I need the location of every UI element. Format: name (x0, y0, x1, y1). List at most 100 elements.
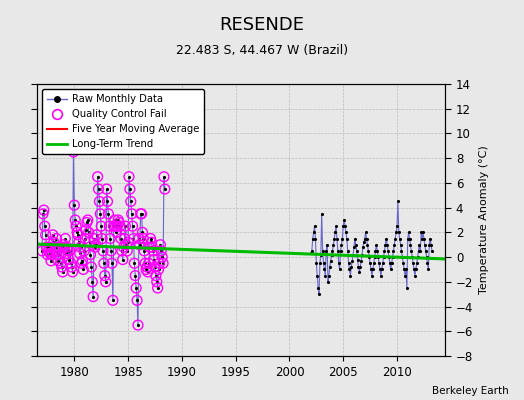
Point (137, 211, 146, 217)
Point (60, 244, 69, 250)
Point (75, 250, 84, 256)
Point (103, 198, 112, 205)
Point (157, 248, 166, 254)
Point (110, 223, 118, 229)
Point (70, 202, 79, 208)
Point (64, 248, 72, 254)
Point (143, 264, 151, 270)
Point (81, 235, 89, 242)
Point (113, 223, 122, 229)
Point (151, 272, 160, 279)
Point (141, 260, 149, 266)
Point (148, 244, 157, 250)
Point (40, 223, 49, 229)
Point (52, 235, 61, 242)
Point (56, 244, 64, 250)
Point (119, 244, 128, 250)
Point (124, 239, 132, 246)
Point (74, 239, 83, 246)
Point (79, 266, 88, 273)
Point (97, 223, 105, 229)
Point (46, 250, 54, 256)
Legend: Raw Monthly Data, Quality Control Fail, Five Year Moving Average, Long-Term Tren: Raw Monthly Data, Quality Control Fail, … (42, 89, 204, 154)
Point (161, 186, 169, 192)
Point (115, 219, 123, 226)
Point (160, 174, 168, 180)
Point (108, 260, 116, 266)
Point (149, 248, 157, 254)
Point (118, 256, 127, 263)
Point (51, 244, 60, 250)
Point (53, 248, 61, 254)
Point (138, 229, 147, 236)
Point (74, 232, 82, 238)
Point (150, 256, 158, 263)
Point (127, 211, 136, 217)
Point (54, 258, 62, 264)
Point (47, 258, 55, 264)
Point (42, 244, 51, 250)
Point (71, 217, 80, 223)
Point (94, 186, 103, 192)
Point (126, 186, 134, 192)
Point (83, 219, 91, 226)
Point (100, 260, 108, 266)
Point (142, 266, 150, 273)
Point (93, 232, 101, 238)
Point (130, 260, 138, 266)
Point (139, 235, 148, 242)
Point (123, 248, 132, 254)
Point (136, 242, 144, 248)
Point (108, 297, 117, 304)
Point (68, 269, 77, 275)
Point (61, 235, 70, 242)
Point (50, 248, 59, 254)
Point (106, 235, 114, 242)
Point (107, 248, 115, 254)
Point (83, 217, 92, 223)
Point (65, 256, 73, 263)
Point (114, 217, 123, 223)
Point (122, 242, 130, 248)
Point (132, 285, 140, 291)
Point (146, 235, 155, 242)
Point (88, 279, 96, 285)
Point (112, 229, 121, 236)
Point (49, 232, 57, 238)
Point (136, 211, 145, 217)
Point (134, 322, 142, 328)
Point (121, 223, 129, 229)
Point (58, 264, 66, 270)
Point (85, 239, 94, 246)
Point (67, 260, 75, 266)
Point (45, 244, 53, 250)
Point (98, 235, 106, 242)
Text: Berkeley Earth: Berkeley Earth (432, 386, 508, 396)
Point (152, 279, 161, 285)
Point (62, 250, 70, 256)
Point (82, 227, 90, 233)
Point (101, 272, 109, 279)
Point (117, 235, 125, 242)
Point (93, 174, 102, 180)
Text: RESENDE: RESENDE (220, 16, 304, 34)
Point (147, 239, 156, 246)
Point (125, 174, 133, 180)
Point (158, 254, 166, 260)
Point (84, 229, 93, 236)
Point (140, 248, 148, 254)
Point (96, 211, 104, 217)
Point (156, 242, 165, 248)
Point (105, 223, 114, 229)
Point (102, 279, 110, 285)
Point (44, 248, 52, 254)
Point (55, 252, 63, 258)
Point (95, 198, 104, 205)
Point (48, 252, 56, 258)
Point (111, 217, 119, 223)
Point (57, 260, 65, 266)
Point (99, 248, 107, 254)
Point (151, 264, 159, 270)
Point (146, 244, 154, 250)
Point (72, 223, 80, 229)
